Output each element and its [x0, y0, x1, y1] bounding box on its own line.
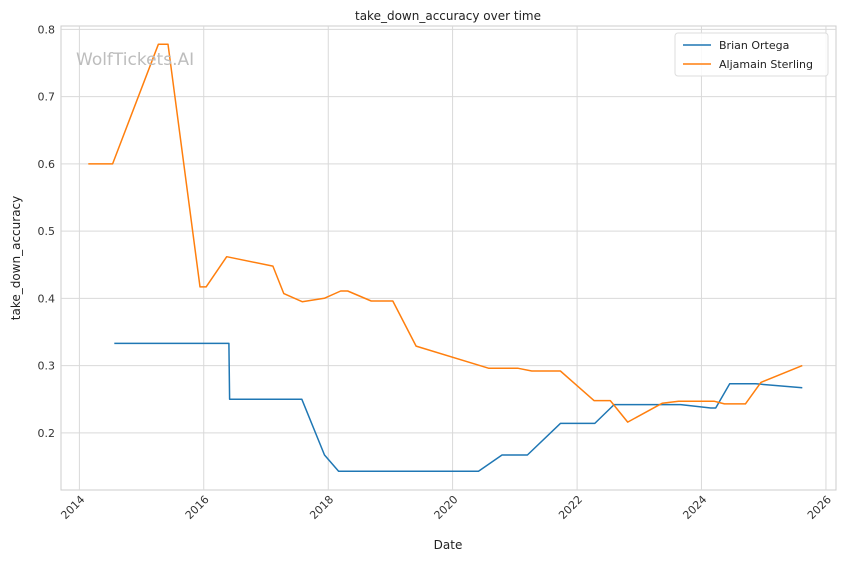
x-axis-label: Date [434, 538, 463, 552]
x-tick-label: 2020 [432, 493, 461, 522]
series-line-brian-ortega [114, 342, 803, 472]
x-tick-label: 2018 [307, 493, 336, 522]
x-tick-labels: 2014 2016 2018 2020 2022 2024 2026 [58, 493, 834, 522]
legend-box [674, 32, 829, 77]
x-tick-label: 2016 [183, 493, 212, 522]
y-tick-label: 0.7 [38, 91, 56, 104]
x-tick-label: 2022 [556, 493, 585, 522]
y-tick-label: 0.5 [38, 225, 56, 238]
y-tick-labels: 0.2 0.3 0.4 0.5 0.6 0.7 0.8 [38, 23, 56, 439]
grid-lines [61, 26, 836, 490]
x-tick-label: 2024 [680, 493, 709, 522]
legend-label-brian-ortega: Brian Ortega [719, 39, 789, 52]
x-tick-label: 2014 [58, 493, 87, 522]
series-line-aljamain-sterling [88, 43, 803, 423]
y-tick-label: 0.6 [38, 158, 56, 171]
y-tick-label: 0.8 [38, 23, 56, 36]
series-lines [88, 43, 803, 472]
legend-label-aljamain-sterling: Aljamain Sterling [719, 58, 813, 71]
y-tick-label: 0.2 [38, 427, 56, 440]
legend: Brian Ortega Aljamain Sterling [674, 32, 829, 77]
chart-title: take_down_accuracy over time [355, 9, 541, 23]
y-tick-label: 0.4 [38, 292, 56, 305]
y-tick-label: 0.3 [38, 360, 56, 373]
plot-area [60, 25, 837, 491]
watermark: WolfTickets.AI [76, 50, 194, 70]
x-tick-label: 2026 [805, 493, 834, 522]
y-axis-label: take_down_accuracy [9, 196, 23, 320]
